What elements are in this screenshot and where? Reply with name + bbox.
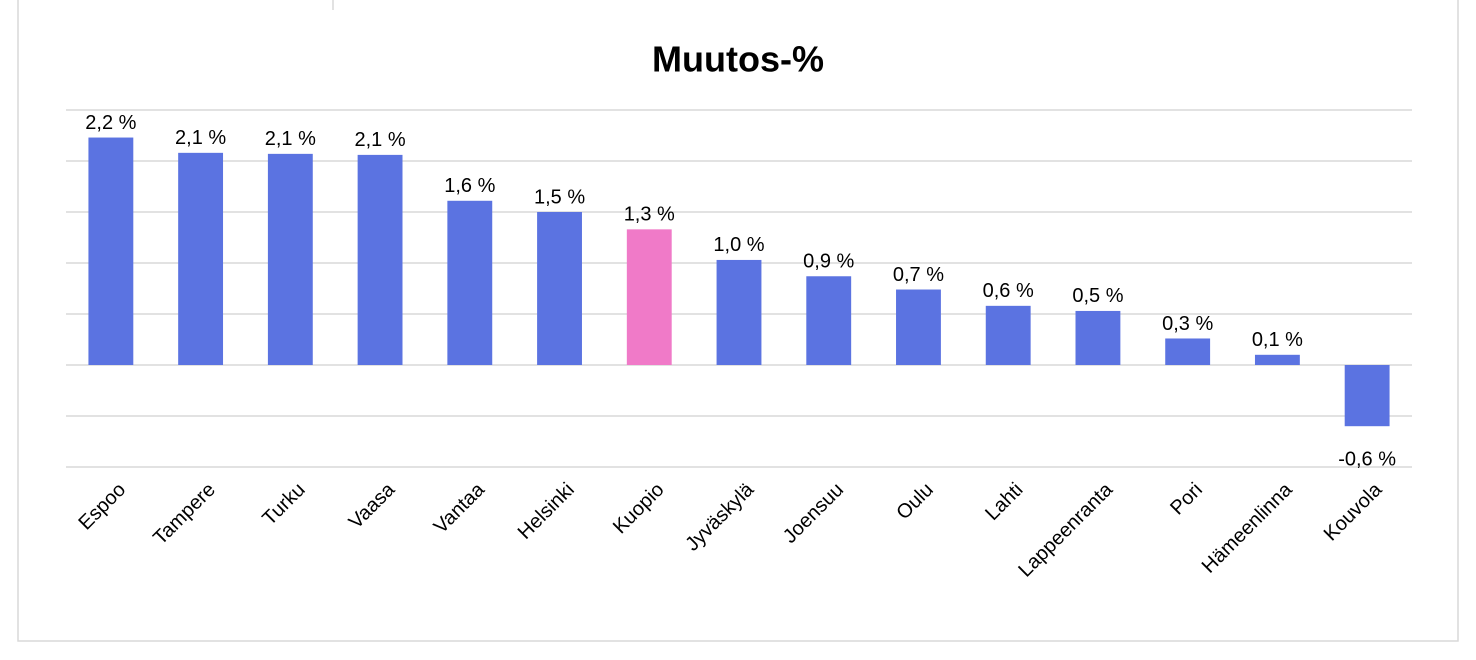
value-label: 2,1 %: [354, 129, 405, 151]
value-label: -0,6 %: [1338, 448, 1396, 470]
bar: [626, 229, 672, 365]
chart-title: Muutos-%: [652, 39, 824, 80]
value-label: 1,0 %: [713, 234, 764, 256]
bar: [267, 153, 313, 365]
value-label: 1,3 %: [624, 204, 675, 226]
bar: [806, 276, 852, 365]
bar: [178, 152, 224, 365]
value-label: 0,1 %: [1252, 329, 1303, 351]
bar: [537, 212, 582, 365]
value-label: 0,7 %: [893, 264, 944, 286]
bar: [1254, 354, 1300, 365]
value-label: 0,3 %: [1162, 313, 1213, 335]
value-label: 0,5 %: [1072, 285, 1123, 307]
value-label: 2,2 %: [85, 112, 136, 134]
bar: [447, 200, 493, 365]
value-label: 0,9 %: [803, 251, 854, 273]
bar: [985, 305, 1031, 365]
value-label: 1,6 %: [444, 175, 495, 197]
bar: [1344, 365, 1390, 427]
bar: [357, 154, 403, 365]
bar: [1075, 310, 1121, 365]
bar: [896, 289, 941, 365]
value-label: 1,5 %: [534, 186, 585, 208]
value-label: 0,6 %: [983, 280, 1034, 302]
value-label: 2,1 %: [175, 127, 226, 149]
value-label: 2,1 %: [265, 128, 316, 150]
bar: [88, 137, 134, 365]
bar: [716, 259, 762, 365]
bar: [1165, 338, 1211, 365]
